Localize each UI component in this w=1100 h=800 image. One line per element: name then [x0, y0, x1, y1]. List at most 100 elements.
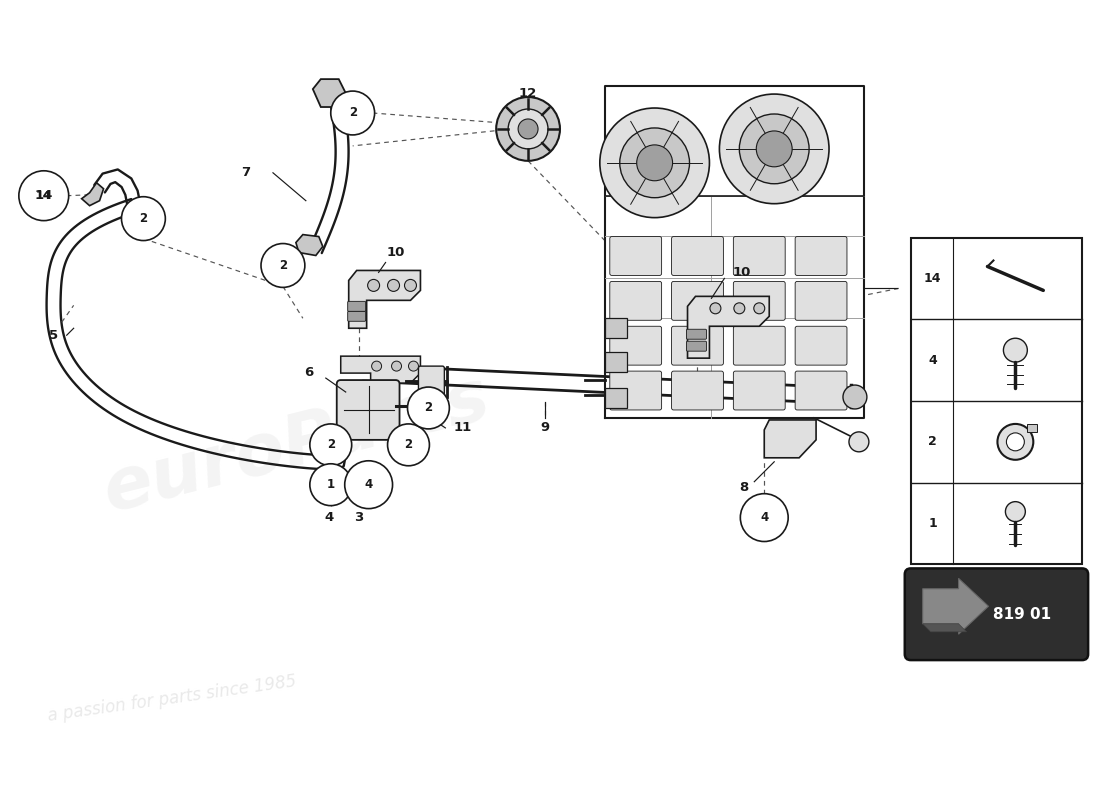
FancyBboxPatch shape [672, 237, 724, 275]
FancyBboxPatch shape [795, 237, 847, 275]
Circle shape [843, 385, 867, 409]
Bar [605, 388, 627, 408]
Circle shape [261, 243, 305, 287]
Circle shape [405, 279, 417, 291]
Text: 14: 14 [36, 190, 52, 201]
Bar [605, 352, 627, 372]
Polygon shape [312, 79, 345, 107]
Text: 1: 1 [327, 478, 334, 491]
Text: 13: 13 [922, 282, 939, 295]
Text: 2: 2 [327, 438, 334, 451]
Circle shape [387, 279, 399, 291]
Text: 4: 4 [364, 478, 373, 491]
FancyBboxPatch shape [609, 371, 661, 410]
Circle shape [310, 424, 352, 466]
Circle shape [740, 494, 789, 542]
Polygon shape [923, 578, 989, 634]
Circle shape [734, 303, 745, 314]
Text: 11: 11 [453, 422, 472, 434]
Circle shape [637, 145, 672, 181]
Circle shape [710, 303, 720, 314]
Text: 4: 4 [324, 511, 333, 524]
Text: 6: 6 [305, 366, 314, 378]
Circle shape [408, 361, 418, 371]
Circle shape [508, 109, 548, 149]
Circle shape [1005, 502, 1025, 522]
Text: 2: 2 [405, 438, 412, 451]
Text: 2: 2 [279, 259, 287, 272]
Circle shape [407, 387, 450, 429]
Text: 14: 14 [924, 272, 942, 285]
Circle shape [757, 131, 792, 167]
Text: 3: 3 [354, 511, 363, 524]
Circle shape [754, 303, 764, 314]
Text: 5: 5 [50, 329, 58, 342]
Text: 12: 12 [519, 86, 537, 99]
Text: 8: 8 [739, 481, 749, 494]
Polygon shape [296, 234, 322, 255]
Circle shape [518, 119, 538, 139]
FancyBboxPatch shape [337, 380, 399, 440]
FancyBboxPatch shape [421, 392, 443, 420]
Text: 819 01: 819 01 [993, 606, 1052, 622]
FancyBboxPatch shape [795, 326, 847, 365]
FancyBboxPatch shape [609, 326, 661, 365]
FancyBboxPatch shape [734, 282, 785, 320]
Bar [1027, 424, 1037, 432]
FancyBboxPatch shape [795, 371, 847, 410]
Text: 2: 2 [140, 212, 147, 225]
FancyBboxPatch shape [348, 311, 365, 322]
Text: 2: 2 [425, 402, 432, 414]
Polygon shape [688, 296, 769, 358]
Circle shape [739, 114, 810, 184]
Text: 2: 2 [928, 435, 937, 448]
FancyBboxPatch shape [795, 282, 847, 320]
Bar [911, 238, 1082, 565]
Text: 1: 1 [928, 517, 937, 530]
Circle shape [998, 424, 1033, 460]
Text: euroParts: euroParts [97, 363, 497, 526]
Text: 4: 4 [760, 511, 769, 524]
Circle shape [372, 361, 382, 371]
FancyBboxPatch shape [609, 237, 661, 275]
Circle shape [619, 128, 690, 198]
Circle shape [121, 197, 165, 241]
FancyBboxPatch shape [686, 342, 706, 351]
Circle shape [496, 97, 560, 161]
Text: a passion for parts since 1985: a passion for parts since 1985 [47, 673, 298, 726]
Circle shape [367, 279, 380, 291]
Circle shape [387, 424, 429, 466]
Polygon shape [81, 182, 103, 206]
Text: 2: 2 [349, 106, 356, 119]
Text: 10: 10 [733, 266, 750, 279]
Text: 14: 14 [34, 190, 53, 202]
Circle shape [344, 461, 393, 509]
Text: 10: 10 [386, 246, 405, 259]
Circle shape [600, 108, 710, 218]
Circle shape [1003, 338, 1027, 362]
Polygon shape [764, 420, 816, 458]
FancyBboxPatch shape [672, 282, 724, 320]
FancyBboxPatch shape [734, 326, 785, 365]
Polygon shape [341, 356, 420, 383]
FancyBboxPatch shape [418, 366, 444, 398]
FancyBboxPatch shape [686, 330, 706, 339]
FancyBboxPatch shape [905, 569, 1088, 660]
FancyBboxPatch shape [672, 326, 724, 365]
Circle shape [719, 94, 829, 204]
Circle shape [392, 361, 402, 371]
Polygon shape [923, 624, 967, 632]
FancyBboxPatch shape [348, 302, 365, 311]
FancyBboxPatch shape [609, 282, 661, 320]
Circle shape [19, 170, 68, 221]
Text: 7: 7 [242, 166, 251, 179]
Circle shape [310, 464, 352, 506]
Polygon shape [349, 270, 420, 328]
Circle shape [331, 91, 375, 135]
Bar [605, 318, 627, 338]
Circle shape [1006, 433, 1024, 451]
FancyBboxPatch shape [672, 371, 724, 410]
Text: 9: 9 [540, 422, 550, 434]
Circle shape [849, 432, 869, 452]
FancyBboxPatch shape [734, 371, 785, 410]
